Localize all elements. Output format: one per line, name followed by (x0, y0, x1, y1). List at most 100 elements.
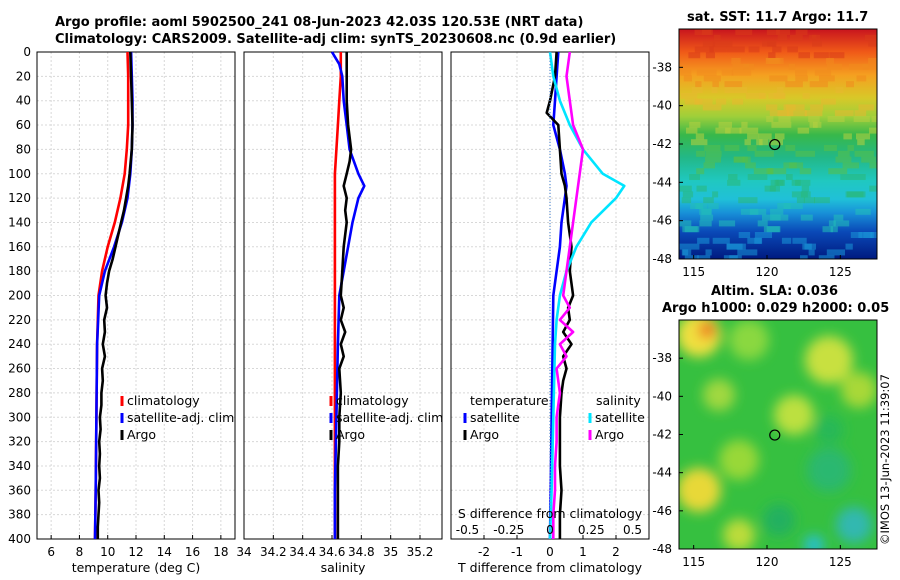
sla-anomaly-blob (804, 535, 824, 549)
sst-pixel (834, 110, 854, 117)
sst-pixel (824, 145, 837, 151)
sst-pixel (783, 203, 803, 209)
sst-pixel (766, 104, 778, 111)
sst-pixel (778, 116, 791, 122)
diff-legend-temp-title: temperature (470, 393, 549, 408)
sst-pixel (686, 127, 698, 134)
sst-pixel (843, 133, 852, 140)
diff-legend-t-satellite: satellite (470, 410, 520, 425)
sst-pixel (756, 139, 763, 146)
sst-pixel (854, 174, 866, 180)
sst-pixel (813, 121, 822, 128)
sst-pixel (821, 98, 836, 105)
sst-pixel (738, 197, 758, 204)
sst-pixel (679, 185, 692, 192)
depth-tick-label: 180 (8, 264, 31, 278)
sst-pixel (768, 52, 776, 59)
sst-pixel (715, 127, 731, 134)
depth-tick-label: 20 (16, 69, 31, 83)
title-line-1: Argo profile: aoml 5902500_241 08-Jun-20… (55, 15, 584, 30)
sst-pixel (712, 81, 719, 88)
temp-legend-climatology: climatology (127, 393, 200, 408)
sla-anomaly-blob (723, 519, 755, 549)
sst-pixel (833, 214, 844, 221)
sst-pixel (828, 220, 836, 227)
diff-s-xtick-label: 0 (546, 523, 554, 537)
sst-pixel (679, 243, 700, 250)
sst-pixel (737, 249, 758, 256)
sst-pixel (733, 156, 748, 163)
depth-tick-label: 260 (8, 362, 31, 376)
sst-pixel (810, 104, 824, 111)
diff-legend-t-argo: Argo (470, 427, 499, 442)
diff-s-xtick-label: -0.25 (493, 523, 524, 537)
sst-pixel (754, 150, 774, 157)
sst-pixel (847, 145, 854, 151)
sst-pixel (818, 255, 835, 259)
temp-series-argo (96, 51, 134, 539)
sal-xtick-label: 34.6 (319, 545, 346, 559)
sst-pixel (726, 46, 745, 53)
sst-pixel (744, 139, 751, 146)
sst-pixel (747, 174, 768, 180)
sst-pixel (788, 63, 796, 70)
sst-pixel (781, 237, 792, 244)
sst-pixel (703, 197, 714, 204)
sst-pixel (711, 87, 718, 93)
sst-pixel (725, 127, 742, 134)
sst-pixel (679, 220, 692, 227)
sst-pixel (703, 162, 715, 169)
sst-pixel (745, 92, 765, 99)
sst-pixel (790, 34, 803, 41)
sst-pixel (800, 214, 813, 221)
depth-tick-label: 340 (8, 459, 31, 473)
sst-pixel (869, 185, 877, 192)
sla-lat-label: -40 (652, 389, 672, 403)
sst-lat-label: -42 (652, 137, 672, 151)
sst-pixel (696, 150, 705, 157)
sla-argo-location-marker (769, 429, 781, 441)
sst-pixel (689, 121, 701, 128)
sst-pixel (753, 168, 773, 175)
sla-map-title: Altim. SLA: 0.036 (711, 284, 838, 299)
sst-pixel (822, 226, 833, 233)
depth-tick-label: 320 (8, 435, 31, 449)
sst-pixel (808, 249, 815, 256)
depth-tick-label: 0 (23, 45, 31, 59)
sst-pixel (850, 232, 863, 238)
depth-tick-label: 400 (8, 532, 31, 546)
sst-pixel (766, 116, 774, 122)
depth-tick-label: 200 (8, 289, 31, 303)
sst-pixel (759, 139, 769, 146)
diff-xlabel: T difference from climatology (457, 560, 643, 575)
sst-pixel (868, 40, 877, 47)
sst-pixel (724, 145, 740, 151)
sla-anomaly-blob (763, 504, 795, 536)
sst-pixel (783, 104, 796, 111)
sst-pixel (853, 116, 870, 122)
sal-legend-argo: Argo (336, 427, 365, 442)
sst-lon-label: 120 (756, 265, 779, 279)
sst-pixel (715, 98, 727, 105)
sst-lon-label: 115 (682, 265, 705, 279)
sst-pixel (776, 87, 784, 93)
diff-xtick-label: 2 (612, 545, 620, 559)
sst-pixel (732, 63, 750, 70)
depth-tick-label: 220 (8, 313, 31, 327)
sst-pixel (754, 232, 772, 238)
sal-xtick-label: 34.2 (260, 545, 287, 559)
sst-pixel (814, 69, 832, 76)
sst-pixel (845, 243, 853, 250)
sst-pixel (795, 150, 815, 157)
sla-heatmap (679, 320, 877, 549)
temp-axes-frame (36, 51, 236, 540)
sst-pixel (787, 46, 798, 53)
sst-pixel (861, 156, 876, 163)
sal-legend-satellite: satellite-adj. clim (336, 410, 443, 425)
sst-pixel (812, 40, 822, 47)
sst-pixel (738, 232, 751, 238)
sst-pixel (827, 63, 842, 70)
sst-pixel (835, 156, 852, 163)
sst-pixel (705, 150, 722, 157)
